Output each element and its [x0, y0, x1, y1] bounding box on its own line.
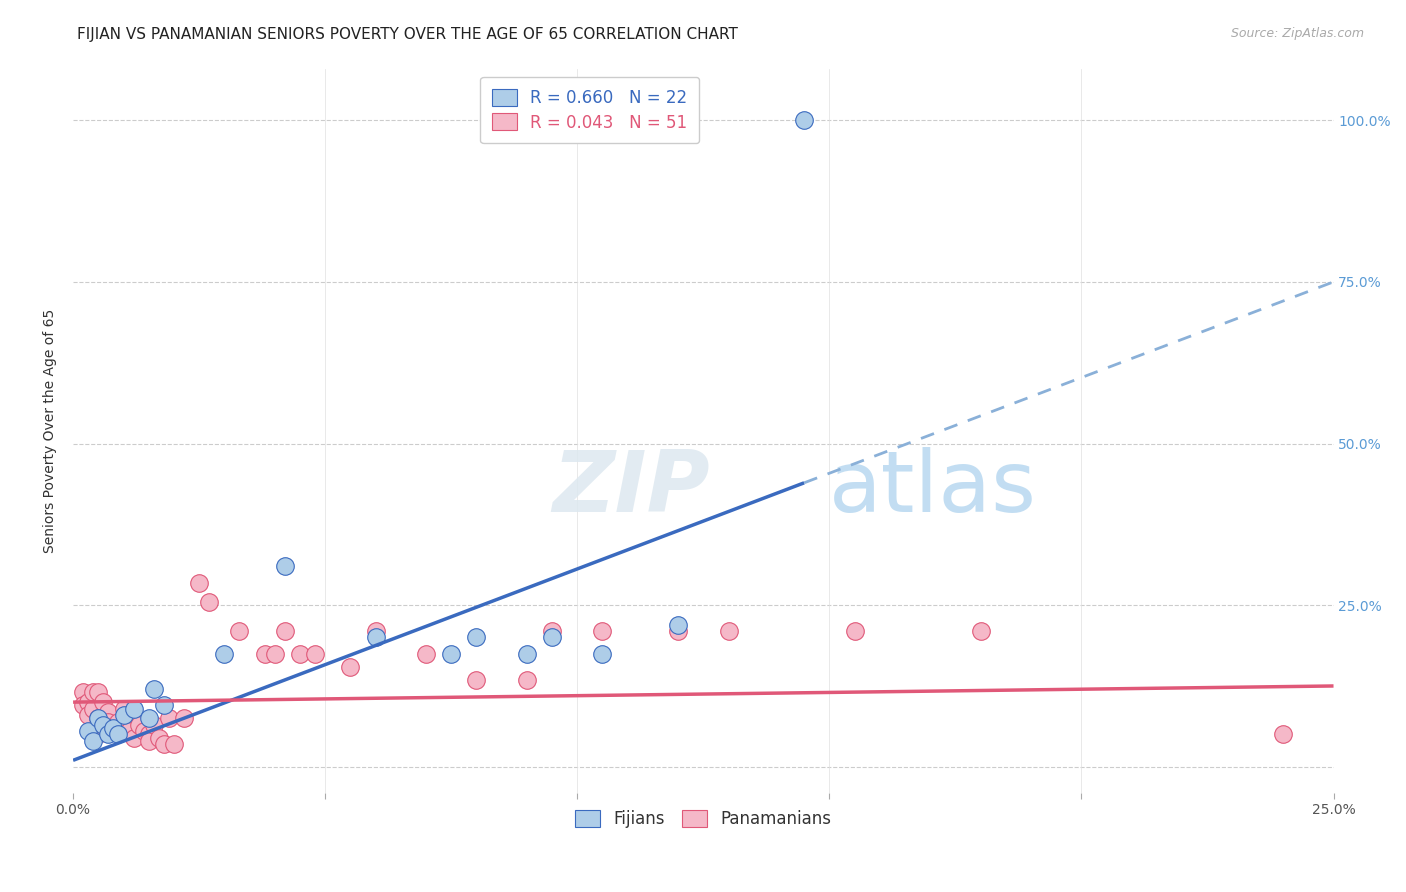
Point [516, 647, 538, 661]
Point [107, 727, 129, 741]
Point [173, 711, 195, 725]
Point [93, 718, 115, 732]
Point [97, 705, 120, 719]
Point [72, 698, 94, 713]
Point [228, 624, 250, 638]
Point [541, 631, 564, 645]
Point [87, 685, 110, 699]
Point [163, 737, 186, 751]
Point [72, 685, 94, 699]
Point [77, 708, 100, 723]
Point [153, 737, 176, 751]
Y-axis label: Seniors Poverty Over the Age of 65: Seniors Poverty Over the Age of 65 [44, 309, 58, 553]
Point [465, 631, 488, 645]
Point [77, 724, 100, 739]
Point [77, 695, 100, 709]
Point [97, 714, 120, 729]
Point [112, 701, 135, 715]
Point [253, 647, 276, 661]
Point [415, 647, 437, 661]
Point [666, 617, 689, 632]
Point [107, 714, 129, 729]
Point [274, 624, 297, 638]
Point [666, 624, 689, 638]
Point [153, 698, 176, 713]
Text: ZIP: ZIP [553, 447, 710, 530]
Point [364, 624, 387, 638]
Point [97, 727, 120, 741]
Point [440, 647, 463, 661]
Point [122, 731, 145, 745]
Point [87, 711, 110, 725]
Point [138, 727, 160, 741]
Point [93, 718, 115, 732]
Point [717, 624, 740, 638]
Point [339, 659, 361, 673]
Point [82, 734, 104, 748]
Point [103, 724, 125, 739]
Point [82, 685, 104, 699]
Point [263, 647, 285, 661]
Point [844, 624, 866, 638]
Point [112, 708, 135, 723]
Point [1272, 727, 1295, 741]
Point [591, 647, 613, 661]
Point [274, 559, 297, 574]
Point [304, 647, 326, 661]
Point [103, 721, 125, 735]
Point [122, 701, 145, 715]
Point [93, 711, 115, 725]
Point [214, 647, 236, 661]
Point [87, 727, 110, 741]
Point [188, 575, 211, 590]
Point [288, 647, 311, 661]
Point [128, 718, 150, 732]
Point [142, 682, 165, 697]
Point [87, 711, 110, 725]
Point [157, 711, 180, 725]
Point [969, 624, 991, 638]
Point [198, 595, 221, 609]
Point [793, 113, 815, 128]
Point [148, 731, 170, 745]
Point [465, 673, 488, 687]
Point [591, 624, 613, 638]
Point [364, 631, 387, 645]
Point [87, 718, 110, 732]
Text: atlas: atlas [830, 447, 1038, 530]
Point [541, 624, 564, 638]
Point [138, 734, 160, 748]
Point [132, 724, 155, 739]
Legend: Fijians, Panamanians: Fijians, Panamanians [568, 804, 838, 835]
Text: Source: ZipAtlas.com: Source: ZipAtlas.com [1230, 27, 1364, 40]
Point [93, 695, 115, 709]
Point [117, 724, 139, 739]
Point [112, 718, 135, 732]
Point [516, 673, 538, 687]
Point [82, 701, 104, 715]
Point [142, 718, 165, 732]
Point [138, 711, 160, 725]
Text: FIJIAN VS PANAMANIAN SENIORS POVERTY OVER THE AGE OF 65 CORRELATION CHART: FIJIAN VS PANAMANIAN SENIORS POVERTY OVE… [77, 27, 738, 42]
